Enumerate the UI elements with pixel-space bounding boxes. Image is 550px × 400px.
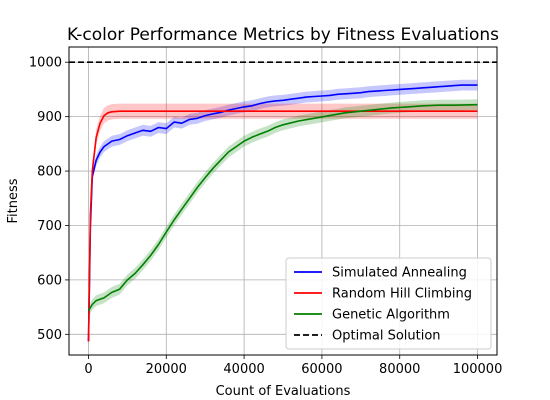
y-tick-label: 800 (37, 165, 62, 180)
y-tick-label: 1000 (29, 56, 62, 71)
legend-label-simulated-annealing: Simulated Annealing (332, 266, 467, 281)
ticks: 0 20000 40000 60000 80000 100000 500 600 700 800 9… (29, 56, 502, 377)
legend: Simulated Annealing Random Hill Climbing G… (285, 257, 492, 350)
legend-label-optimal-solution: Optimal Solution (332, 329, 441, 344)
x-axis-title: Count of Evaluations (216, 384, 351, 399)
y-tick-label: 900 (37, 110, 62, 125)
x-tick-label: 20000 (146, 362, 187, 377)
legend-box (285, 257, 492, 350)
y-tick-label: 700 (37, 219, 62, 234)
legend-label-genetic-algorithm: Genetic Algorithm (332, 308, 450, 323)
plot-frame (68, 46, 498, 356)
x-tick-label: 100000 (453, 362, 503, 377)
series-lines (69, 61, 497, 342)
y-tick-label: 600 (37, 273, 62, 288)
grid (69, 47, 497, 355)
y-axis-title: Fitness (6, 178, 21, 223)
y-tick-label: 500 (37, 328, 62, 343)
x-tick-label: 60000 (301, 362, 342, 377)
x-tick-label: 40000 (223, 362, 264, 377)
chart-title: K-color Performance Metrics by Fitness E… (67, 25, 499, 45)
x-tick-label: 80000 (379, 362, 420, 377)
x-tick-label: 0 (84, 362, 92, 377)
genetic-algorithm-line (87, 103, 478, 312)
legend-label-random-hill-climbing: Random Hill Climbing (332, 287, 472, 302)
simulated-annealing-line (87, 84, 478, 342)
